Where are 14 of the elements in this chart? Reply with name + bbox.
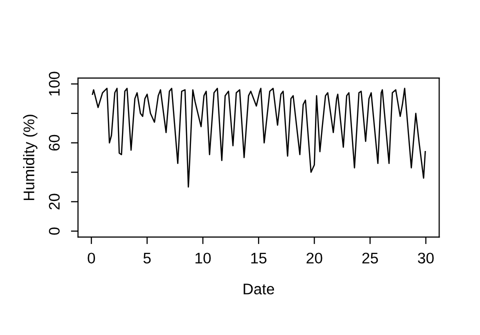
line-series xyxy=(92,88,426,188)
x-tick-label: 25 xyxy=(362,252,378,264)
x-tick-label: 0 xyxy=(88,252,96,264)
x-axis-title: Date xyxy=(244,284,274,294)
y-tick-label: 20 xyxy=(48,194,60,210)
y-tick-label: 100 xyxy=(48,72,60,96)
y-axis-title: Humidity (%) xyxy=(23,114,38,200)
x-tick-label: 30 xyxy=(418,252,434,264)
x-tick-label: 5 xyxy=(143,252,151,264)
x-tick-label: 20 xyxy=(306,252,322,264)
x-tick-label: 10 xyxy=(196,252,211,264)
x-tick-label: 15 xyxy=(251,252,266,264)
y-tick-label: 0 xyxy=(48,227,60,235)
y-tick-label: 60 xyxy=(48,134,60,151)
